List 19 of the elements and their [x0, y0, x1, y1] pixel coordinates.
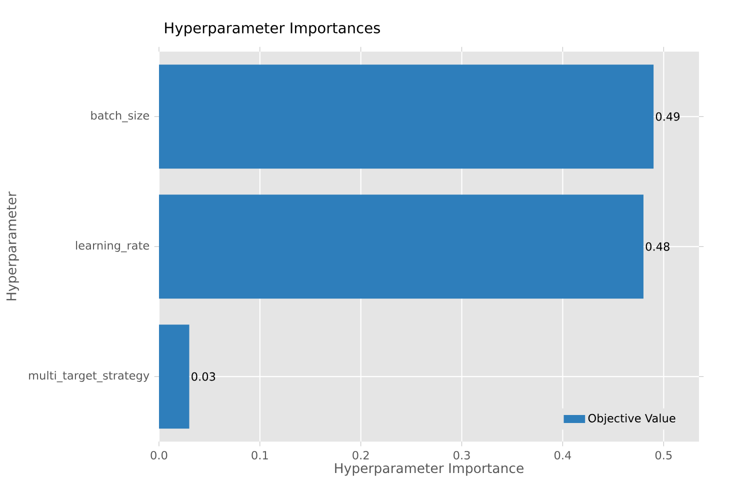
x-tick-label: 0.0 — [150, 450, 168, 460]
x-tick-label: 0.1 — [252, 450, 268, 460]
data-label: 0.03 — [192, 372, 216, 381]
x-axis-title: Hyperparameter Importance — [335, 463, 524, 476]
x-tick-label: 0.5 — [655, 450, 672, 460]
data-label: 0.48 — [646, 242, 670, 251]
y-tick-label: multi_target_strategy — [29, 370, 150, 382]
x-tick-label: 0.3 — [454, 450, 470, 460]
y-axis-title: Hyperparameter — [6, 192, 19, 300]
y-tick-label: batch_size — [91, 110, 150, 122]
y-tick-label: learning_rate — [76, 240, 150, 252]
x-tick-label: 0.4 — [554, 450, 572, 460]
bar — [158, 324, 190, 429]
bar — [158, 64, 654, 169]
legend-label: Objective Value — [588, 414, 676, 425]
bar — [158, 194, 644, 299]
data-label: 0.49 — [656, 112, 680, 121]
chart-title: Hyperparameter Importances — [165, 22, 380, 36]
x-tick-label: 0.2 — [352, 450, 369, 460]
